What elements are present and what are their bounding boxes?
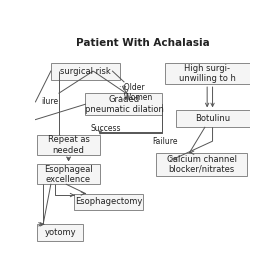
Text: · Older
· Women: · Older · Women	[119, 83, 152, 102]
Text: Repeat as
needed: Repeat as needed	[48, 135, 90, 155]
Text: Calcium channel
blocker/nitrates: Calcium channel blocker/nitrates	[167, 155, 237, 174]
Text: High surgi-
unwilling to h: High surgi- unwilling to h	[179, 64, 235, 83]
Text: surgical risk: surgical risk	[60, 67, 111, 76]
FancyBboxPatch shape	[156, 153, 247, 176]
FancyBboxPatch shape	[51, 63, 120, 80]
Text: Success: Success	[91, 123, 121, 133]
FancyBboxPatch shape	[37, 224, 83, 241]
Text: Failure: Failure	[153, 137, 178, 146]
Text: Esophagectomy: Esophagectomy	[75, 197, 142, 207]
Text: Botulinu: Botulinu	[195, 114, 230, 123]
Text: ilure: ilure	[41, 97, 59, 106]
Text: yotomy: yotomy	[44, 228, 76, 237]
FancyBboxPatch shape	[74, 193, 143, 210]
FancyBboxPatch shape	[176, 110, 250, 127]
FancyBboxPatch shape	[165, 63, 250, 84]
FancyBboxPatch shape	[37, 135, 100, 155]
FancyBboxPatch shape	[86, 93, 163, 115]
Text: Patient With Achalasia: Patient With Achalasia	[76, 38, 209, 48]
Text: Graded
pneumatic dilation: Graded pneumatic dilation	[85, 95, 163, 114]
FancyBboxPatch shape	[37, 164, 100, 184]
Text: Esophageal
excellence: Esophageal excellence	[44, 165, 93, 184]
